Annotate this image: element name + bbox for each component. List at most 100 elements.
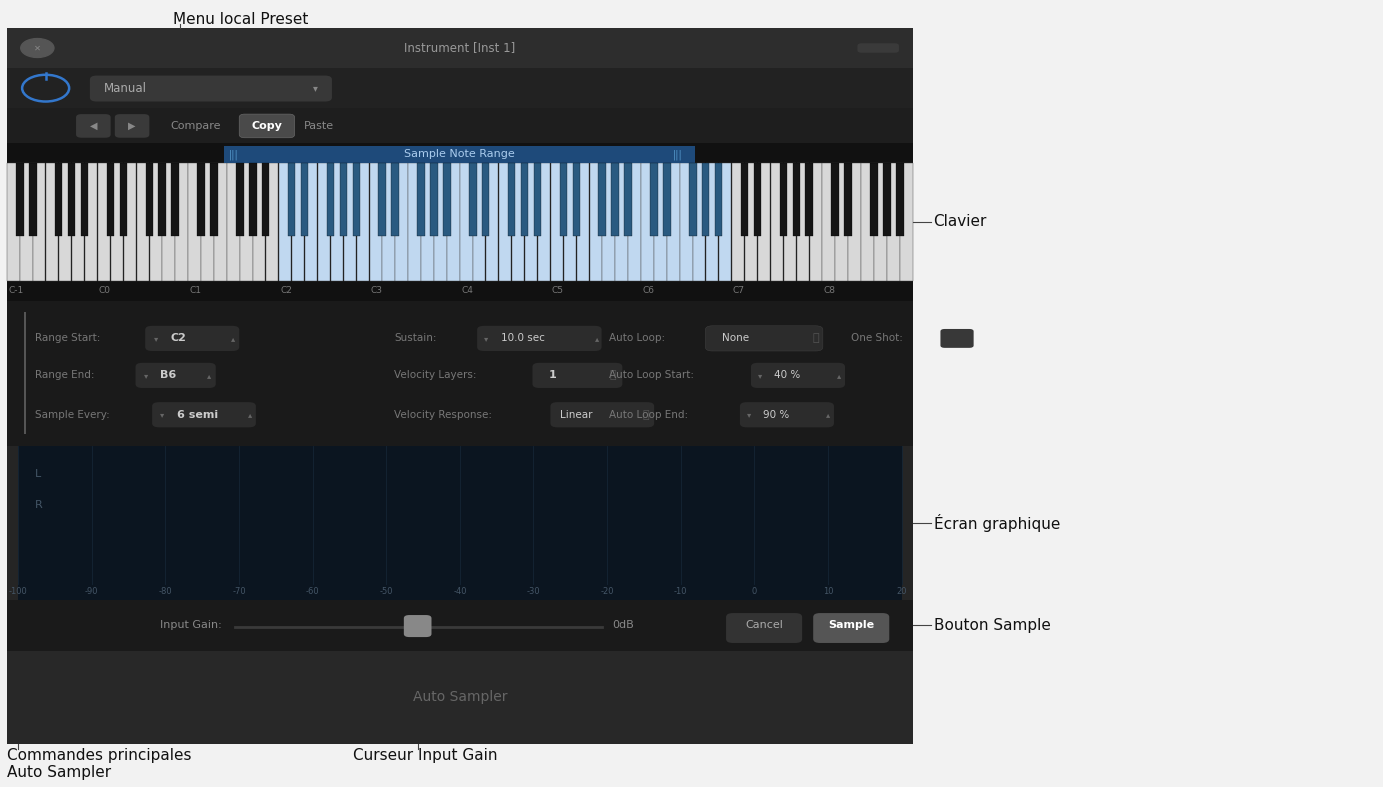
Bar [703,163,709,236]
Text: Bouton Sample: Bouton Sample [934,618,1051,633]
Text: ⬝: ⬝ [813,334,819,343]
Bar [7,301,913,446]
Text: Velocity Layers:: Velocity Layers: [394,371,477,380]
Bar [770,163,783,281]
Bar [434,163,447,281]
Bar [7,68,913,108]
Text: 40 %: 40 % [774,371,801,380]
Text: -80: -80 [159,587,171,597]
Text: ⬝: ⬝ [610,371,615,380]
Text: Compare: Compare [170,120,221,131]
Bar [68,163,75,236]
Bar [874,163,887,281]
Bar [98,163,111,281]
Text: ▾: ▾ [160,410,165,419]
Bar [835,163,848,281]
Bar [279,163,292,281]
Bar [780,163,787,236]
Bar [33,163,46,281]
Bar [7,108,913,143]
Bar [21,163,33,281]
Text: ▶: ▶ [129,120,136,131]
FancyBboxPatch shape [940,329,974,348]
Text: Auto Loop:: Auto Loop: [609,334,665,343]
Bar [573,163,579,236]
Bar [106,163,115,236]
Bar [357,163,369,281]
Bar [318,163,331,281]
FancyBboxPatch shape [152,402,256,427]
Text: Range End:: Range End: [35,371,94,380]
Text: -40: -40 [454,587,466,597]
Bar [732,163,744,281]
Bar [792,163,799,236]
Bar [900,163,913,281]
Text: L: L [35,469,41,478]
Bar [210,163,217,236]
Bar [831,163,839,236]
Text: 1: 1 [549,371,557,380]
Text: -50: -50 [379,587,393,597]
Bar [870,163,878,236]
Bar [7,28,913,744]
Bar [391,163,398,236]
Bar [443,163,451,236]
Text: |||: ||| [228,149,238,160]
Bar [17,163,24,236]
Text: -10: -10 [674,587,687,597]
Text: Sample Every:: Sample Every: [35,410,109,419]
Text: ◀: ◀ [90,120,97,131]
Text: ⬝: ⬝ [643,410,649,419]
Text: -90: -90 [84,587,98,597]
Bar [534,163,541,236]
Bar [236,163,243,236]
Bar [745,163,758,281]
Bar [884,163,891,236]
Bar [123,163,136,281]
Text: 0: 0 [752,587,757,597]
Text: 20: 20 [896,587,907,597]
Bar [809,163,822,281]
Bar [111,163,123,281]
Bar [628,163,640,281]
FancyBboxPatch shape [857,43,899,53]
Bar [719,163,732,281]
FancyBboxPatch shape [404,615,431,637]
Bar [326,163,335,236]
FancyBboxPatch shape [550,402,654,427]
Bar [508,163,516,236]
FancyBboxPatch shape [740,402,834,427]
Text: Auto Loop End:: Auto Loop End: [609,410,687,419]
Bar [59,163,72,281]
Bar [823,163,835,281]
Bar [241,163,253,281]
Bar [845,163,852,236]
Bar [343,163,355,281]
FancyBboxPatch shape [751,363,845,388]
FancyBboxPatch shape [726,613,802,643]
Text: Auto Sampler: Auto Sampler [7,765,111,781]
Text: ▾: ▾ [747,410,751,419]
Text: Auto Sampler: Auto Sampler [412,690,508,704]
Text: ▴: ▴ [826,410,830,419]
Text: ▾: ▾ [154,334,158,343]
Bar [224,146,696,163]
Text: ✕: ✕ [33,43,41,53]
Bar [447,163,459,281]
Text: |||: ||| [674,149,683,160]
Text: Linear: Linear [560,410,592,419]
FancyBboxPatch shape [90,76,332,102]
Text: 90 %: 90 % [763,410,790,419]
Text: Sustain:: Sustain: [394,334,437,343]
Text: C1: C1 [189,286,202,295]
Bar [473,163,485,281]
Bar [693,163,705,281]
Text: ▾: ▾ [758,371,762,380]
Text: ▴: ▴ [207,371,212,380]
Text: Sample Note Range: Sample Note Range [404,150,516,159]
FancyBboxPatch shape [239,114,295,138]
Bar [331,163,343,281]
Bar [261,163,270,236]
Bar [887,163,899,281]
Bar [7,28,913,68]
